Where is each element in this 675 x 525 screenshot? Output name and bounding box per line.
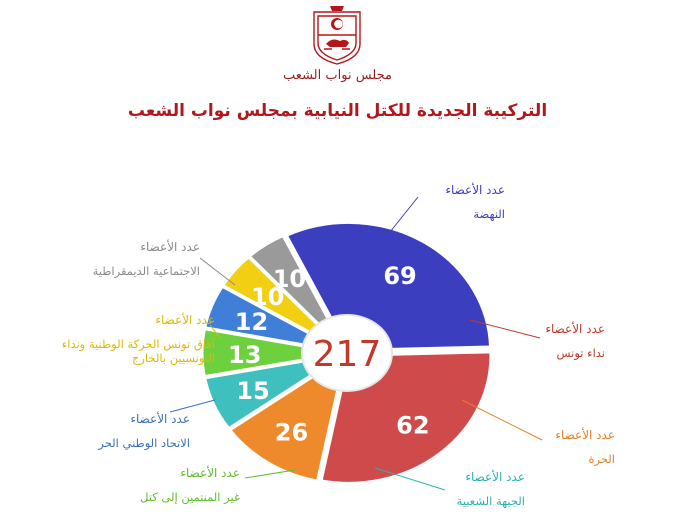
- slice-label: عدد الأعضاء الاتحاد الوطني الحر: [60, 412, 190, 450]
- slice-label-members: عدد الأعضاء: [445, 183, 505, 197]
- slice-label-members: عدد الأعضاء: [155, 313, 215, 327]
- slice-label: عدد الأعضاء غير المنتمين إلى كتل: [100, 466, 240, 504]
- slice-value-label: 12: [235, 308, 268, 336]
- leader-line: [377, 196, 419, 248]
- slice-value-label: 13: [228, 341, 261, 369]
- slice-value-label: 69: [383, 262, 416, 290]
- slice-label: عدد الأعضاء نداء تونس: [505, 322, 605, 360]
- slice-label: عدد الأعضاء الاجتماعية الديمقراطية: [40, 240, 200, 278]
- leader-line: [461, 399, 543, 441]
- slice-value-label: 15: [236, 377, 269, 405]
- total-label: 217: [313, 334, 382, 375]
- slice-label-name: نداء تونس: [556, 346, 606, 360]
- center-circle: [301, 314, 393, 392]
- slice-label-name: الحرة: [588, 452, 616, 466]
- leader-line: [199, 257, 236, 286]
- slice-label-name: غير المنتمين إلى كتل: [140, 490, 240, 504]
- leader-line: [374, 467, 446, 491]
- slice-label-name: الاتحاد الوطني الحر: [98, 436, 190, 450]
- parliament-logo: [313, 6, 361, 65]
- leader-line: [169, 399, 216, 413]
- slice-value-label: 10: [273, 265, 306, 293]
- slice-label-members: عدد الأعضاء: [130, 412, 190, 426]
- slice-value-label: 10: [251, 283, 284, 311]
- leader-line: [209, 324, 221, 339]
- slice-value-label: 26: [275, 418, 308, 446]
- org-name: مجلس نواب الشعب: [283, 68, 392, 83]
- slice-label-members: عدد الأعضاء: [180, 466, 240, 480]
- slice-label-members: عدد الأعضاء: [555, 428, 615, 442]
- leader-line: [244, 469, 296, 479]
- slice-label: عدد الأعضاء آفاق تونس الحركة الوطنية وندا…: [45, 313, 215, 366]
- slice-label-name: آفاق تونس الحركة الوطنية ونداء التونسيين…: [61, 337, 215, 366]
- slice-label-name: الاجتماعية الديمقراطية: [92, 264, 200, 278]
- slice-label-members: عدد الأعضاء: [545, 322, 605, 336]
- pie-slice: [227, 352, 348, 483]
- slice-label-members: عدد الأعضاء: [465, 470, 525, 484]
- slice-label: عدد الأعضاء الجبهة الشعبية: [395, 470, 525, 508]
- slice-label: عدد الأعضاء الحرة: [535, 428, 615, 466]
- slice-label-members: عدد الأعضاء: [140, 240, 200, 254]
- slice-label-name: الجبهة الشعبية: [456, 494, 525, 508]
- leader-line: [469, 319, 541, 339]
- slice-label-name: النهضة: [473, 207, 505, 221]
- chart-title: التركيبة الجديدة للكتل النيابية بمجلس نو…: [127, 101, 548, 121]
- slice-value-label: 62: [396, 411, 429, 439]
- slice-label: عدد الأعضاء النهضة: [395, 183, 505, 221]
